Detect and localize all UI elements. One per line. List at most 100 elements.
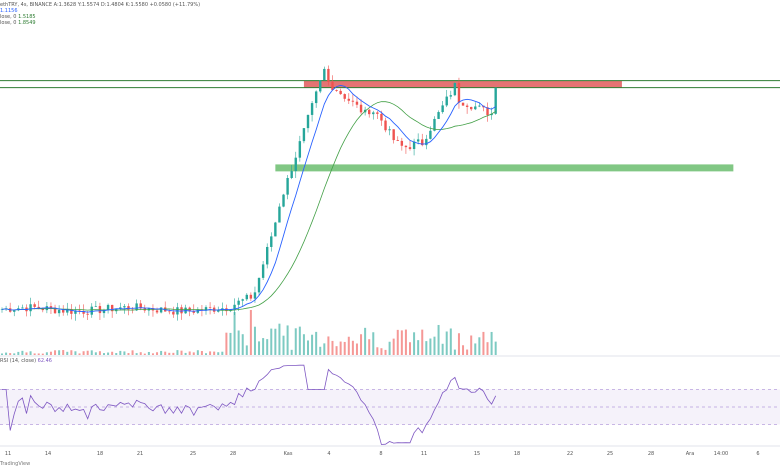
volume-bar — [94, 352, 97, 355]
volume-bar — [294, 328, 297, 355]
candle — [286, 174, 289, 200]
volume-bar — [164, 351, 167, 355]
candle — [90, 303, 93, 318]
volume-bar — [396, 329, 399, 355]
candle-body — [331, 81, 334, 91]
ma-2-value: 1.5185 — [18, 14, 36, 20]
candle-body — [0, 309, 4, 310]
volume-bar — [78, 353, 81, 355]
volume-bar — [302, 334, 305, 355]
x-tick-label: 14 — [45, 451, 51, 457]
volume-bar — [290, 349, 293, 355]
candle-body — [388, 129, 391, 131]
volume-bar — [127, 353, 130, 355]
volume-bar — [323, 343, 326, 355]
candle — [151, 304, 155, 317]
candle — [343, 93, 346, 102]
volume-bar — [143, 353, 146, 355]
candle — [94, 301, 98, 308]
volume-bar — [425, 341, 428, 355]
ma-slow-line — [1, 101, 496, 311]
candle-body — [347, 98, 350, 101]
volume-bar — [107, 352, 110, 355]
candle — [241, 298, 244, 307]
volume-bar — [13, 353, 16, 355]
volume-bar — [29, 351, 32, 355]
candle — [474, 102, 477, 111]
candle — [355, 96, 359, 108]
candle — [453, 82, 457, 97]
volume-bar — [249, 310, 252, 355]
candle-body — [66, 309, 69, 313]
volume-bar — [217, 352, 220, 355]
candle-body — [355, 101, 359, 105]
volume-bar — [209, 351, 212, 355]
candle-body — [490, 113, 493, 116]
candle — [380, 110, 383, 126]
volume-bar — [421, 329, 424, 355]
volume-bar — [392, 338, 395, 355]
candle-body — [102, 309, 106, 314]
volume-bar — [111, 351, 114, 355]
candle — [8, 302, 12, 313]
x-tick-label: 18 — [97, 451, 103, 457]
volume-bar — [445, 331, 448, 355]
candle — [127, 303, 130, 316]
candle — [106, 303, 110, 314]
candle — [70, 304, 73, 320]
volume-bar — [225, 332, 228, 355]
candle-body — [29, 304, 32, 312]
volume-bar — [343, 341, 346, 355]
candle-body — [404, 145, 408, 148]
volume-bar — [298, 326, 301, 355]
x-tick-label: 22 — [567, 451, 573, 457]
candle-body — [465, 105, 469, 107]
candle-body — [400, 140, 404, 146]
candle-body — [261, 264, 265, 278]
volume-bar — [176, 350, 179, 355]
candle — [270, 232, 273, 252]
candle-body — [384, 120, 387, 131]
x-tick-label: 25 — [607, 451, 613, 457]
volume-bar — [192, 352, 195, 355]
volume-bar — [74, 351, 77, 355]
volume-bar — [409, 342, 411, 355]
candle-body — [217, 310, 220, 312]
candle — [261, 261, 265, 281]
volume-bar — [364, 327, 367, 355]
rsi-label: RSI (14, close) 62.46 — [0, 358, 52, 364]
candle-body — [139, 303, 142, 309]
candle — [147, 307, 151, 316]
candle-body — [408, 147, 412, 150]
candle-body — [237, 300, 240, 305]
candle-body — [62, 309, 65, 313]
candle-body — [396, 140, 399, 141]
x-tick-label: 6 — [756, 451, 759, 457]
candle — [351, 94, 355, 107]
candle-body — [21, 307, 24, 309]
candle — [470, 106, 473, 111]
candle-body — [453, 82, 457, 96]
volume-bar — [474, 343, 477, 355]
volume-bar — [331, 340, 334, 355]
volume-bar — [494, 341, 497, 355]
volume-bar — [49, 351, 52, 355]
candle-body — [106, 304, 110, 310]
candle — [465, 103, 469, 114]
volume-bar — [433, 336, 436, 355]
candle — [257, 277, 261, 296]
volume-bar — [282, 335, 285, 355]
volume-bar — [347, 336, 350, 355]
candle — [441, 101, 444, 114]
candle-body — [339, 90, 342, 95]
volume-bar — [98, 351, 101, 355]
candle-body — [90, 306, 93, 315]
volume-bar — [319, 346, 322, 355]
volume-bar — [470, 335, 473, 355]
candle — [388, 126, 391, 136]
volume-bar — [33, 353, 36, 355]
candle-body — [306, 114, 310, 129]
volume-bar — [86, 350, 89, 355]
candle — [302, 127, 306, 144]
